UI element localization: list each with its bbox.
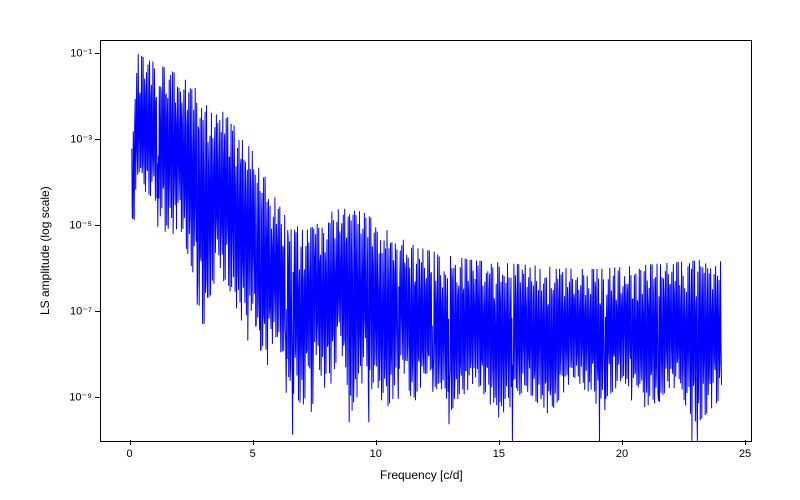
xtick-label: 15 [493,448,505,460]
y-axis-label: LS amplitude (log scale) [38,186,52,315]
ytick-label: 10⁻⁷ [58,304,92,317]
ytick-label: 10⁻³ [58,132,92,145]
ytick-label: 10⁻⁹ [58,390,92,403]
xtick-label: 20 [616,448,628,460]
periodogram-line [132,54,722,441]
x-axis-label: Frequency [c/d] [380,468,463,482]
ytick-mark [95,311,100,312]
xtick-mark [130,440,131,445]
xtick-mark [745,440,746,445]
xtick-label: 0 [126,448,132,460]
ytick-label: 10⁻¹ [58,46,92,59]
ytick-mark [95,53,100,54]
xtick-mark [499,440,500,445]
plot-area [100,40,752,442]
ytick-label: 10⁻⁵ [58,218,92,231]
figure: LS amplitude (log scale) Frequency [c/d]… [0,0,800,500]
xtick-mark [622,440,623,445]
xtick-label: 25 [739,448,751,460]
xtick-label: 10 [370,448,382,460]
xtick-mark [376,440,377,445]
ytick-mark [95,225,100,226]
ytick-mark [95,139,100,140]
spectrum-line [101,41,751,441]
ytick-mark [95,397,100,398]
xtick-label: 5 [250,448,256,460]
xtick-mark [253,440,254,445]
